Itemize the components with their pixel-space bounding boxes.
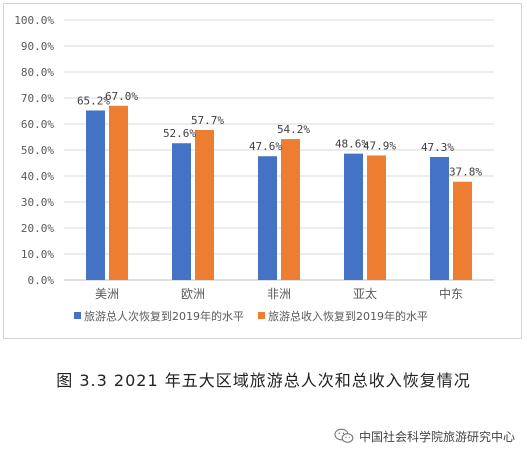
x-category-label: 亚太 [353,286,377,301]
y-tick-label: 80.0% [21,66,54,79]
data-label: 57.7% [191,114,224,127]
data-label: 67.0% [105,90,138,103]
watermark: 中国社会科学院旅游研究中心 [334,426,515,446]
bar-1 [344,153,363,280]
data-label: 47.6% [249,140,282,153]
bar-2 [109,105,128,280]
bar-2 [367,155,386,280]
watermark-text: 中国社会科学院旅游研究中心 [358,429,515,444]
data-label: 65.2% [77,94,110,107]
x-category-label: 中东 [439,286,463,301]
y-tick-label: 50.0% [21,144,54,157]
bar-1 [172,143,191,280]
data-label: 48.6% [335,138,368,151]
y-tick-label: 30.0% [21,196,54,209]
bar-2 [281,139,300,280]
y-tick-label: 90.0% [21,40,54,53]
y-tick-label: 0.0% [28,274,55,287]
bar-1 [430,157,449,280]
chart-frame: 0.0% 10.0% 20.0% 30.0% 40.0% 50.0% 60.0% 70.0% 8… [3,3,522,339]
legend-entry-1: 旅游总人次恢复到2019年的水平 [84,309,244,323]
y-tick-label: 100.0% [14,14,54,27]
data-label: 47.9% [363,139,396,152]
wechat-icon [334,428,354,443]
data-label: 52.6% [163,127,196,140]
x-category-label: 非洲 [267,287,291,301]
bar-1 [86,110,105,280]
gridlines [64,19,494,281]
figure-caption: 图 3.3 2021 年五大区域旅游总人次和总收入恢复情况 [56,371,471,390]
x-axis-categories: 美洲 欧洲 非洲 亚太 中东 [95,286,463,301]
bar-1 [258,156,277,280]
y-tick-label: 10.0% [21,248,54,261]
x-category-label: 欧洲 [181,287,205,301]
data-label: 37.8% [449,166,482,179]
bar-chart: 0.0% 10.0% 20.0% 30.0% 40.0% 50.0% 60.0% 70.0% 8… [14,14,494,323]
legend: 旅游总人次恢复到2019年的水平 旅游总收入恢复到2019年的水平 [74,309,428,323]
y-tick-label: 60.0% [21,118,54,131]
x-category-label: 美洲 [95,287,119,301]
bar-2 [195,129,214,280]
data-labels: 65.2%67.0% 52.6%57.7% 47.6% 54.2% 48.6%47.9%… [77,90,482,179]
y-axis-ticks: 0.0% 10.0% 20.0% 30.0% 40.0% 50.0% 60.0% 70.0% 8… [14,14,54,287]
data-label: 47.3% [421,141,454,154]
bars [86,105,472,280]
y-tick-label: 70.0% [21,92,54,105]
bar-2 [453,181,472,280]
data-label: 54.2% [277,123,310,136]
y-tick-label: 40.0% [21,170,54,183]
legend-swatch-2 [258,312,265,319]
legend-swatch-1 [74,312,81,319]
legend-entry-2: 旅游总收入恢复到2019年的水平 [268,309,428,323]
y-tick-label: 20.0% [21,222,54,235]
